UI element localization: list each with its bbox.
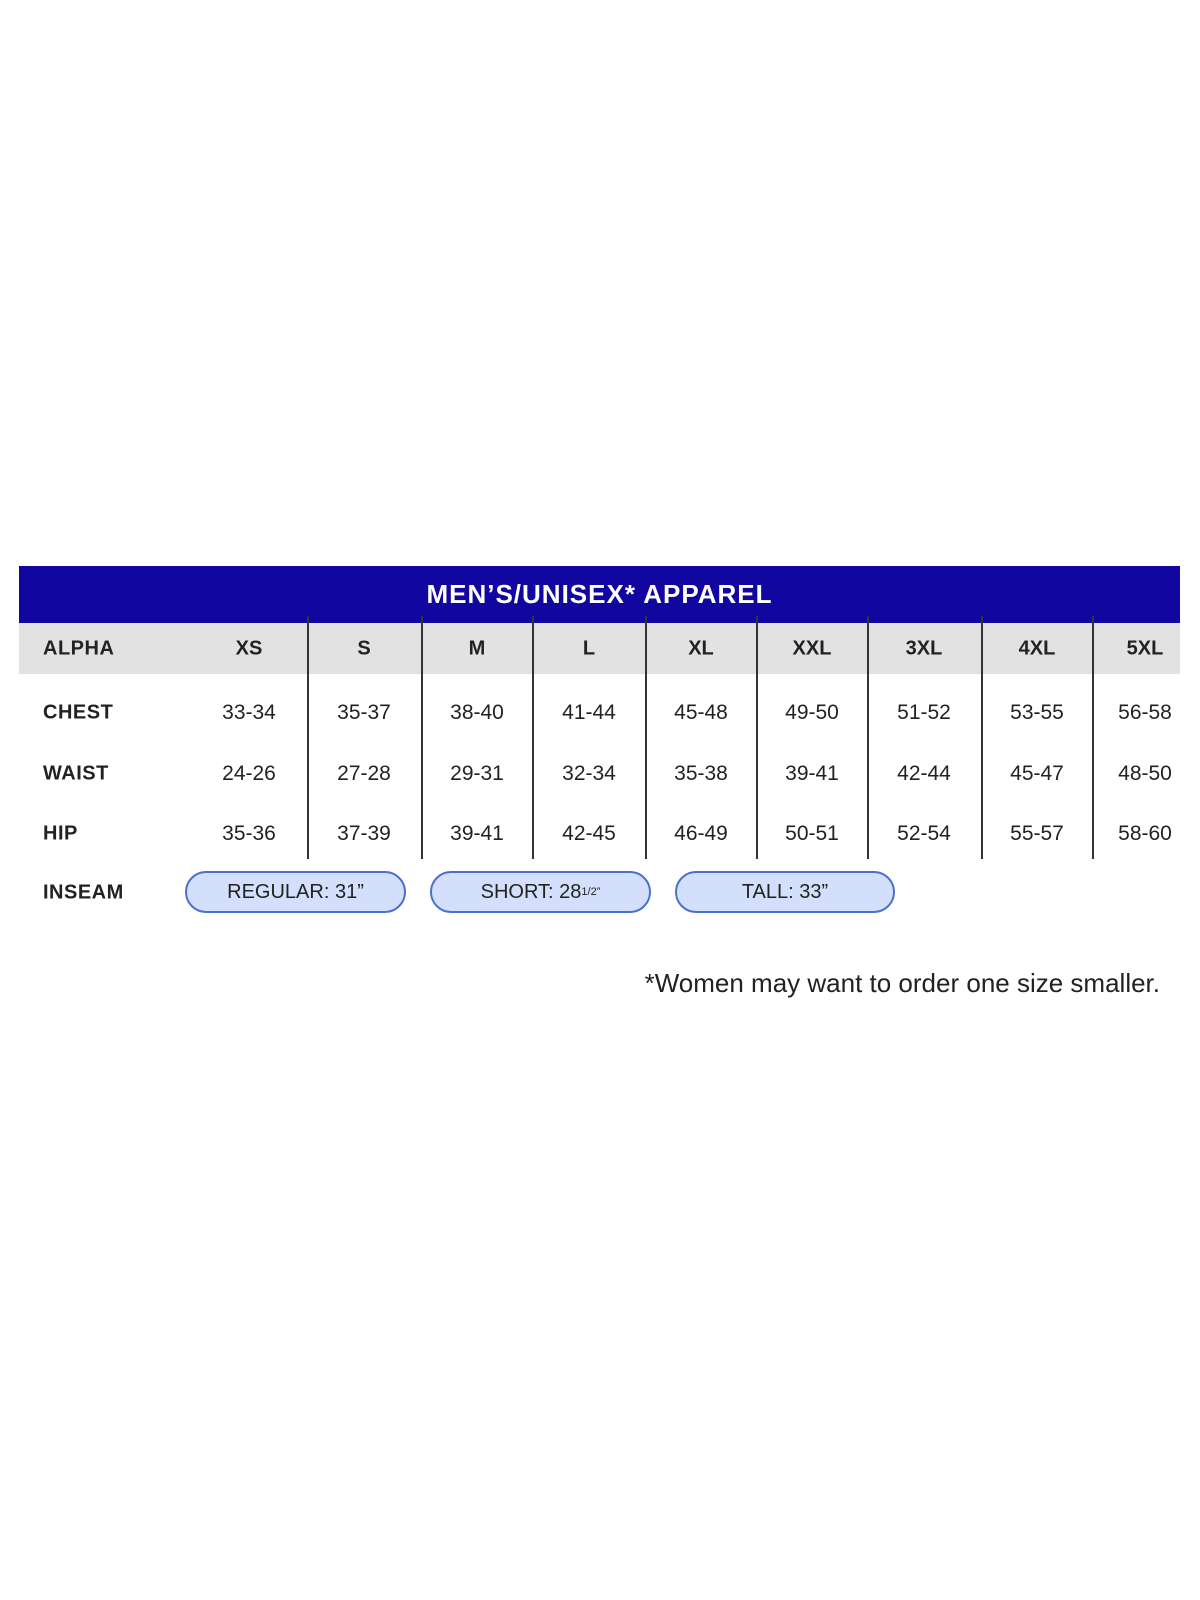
column-divider bbox=[756, 616, 758, 859]
table-cell: 51-52 bbox=[897, 701, 951, 724]
table-cell: 42-45 bbox=[562, 822, 616, 845]
table-cell: 58-60 bbox=[1118, 822, 1172, 845]
table-cell: 24-26 bbox=[222, 762, 276, 785]
column-header: 5XL bbox=[1126, 637, 1164, 660]
table-cell: 52-54 bbox=[897, 822, 951, 845]
table-cell: 27-28 bbox=[337, 762, 391, 785]
table-cell: 48-50 bbox=[1118, 762, 1172, 785]
column-divider bbox=[645, 616, 647, 859]
table-cell: 35-36 bbox=[222, 822, 276, 845]
column-header: XXL bbox=[792, 637, 832, 660]
table-cell: 50-51 bbox=[785, 822, 839, 845]
table-cell: 33-34 bbox=[222, 701, 276, 724]
table-cell: 46-49 bbox=[674, 822, 728, 845]
column-header: S bbox=[357, 637, 371, 660]
table-cell: 53-55 bbox=[1010, 701, 1064, 724]
column-header: XL bbox=[688, 637, 714, 660]
column-header-alpha: ALPHA bbox=[43, 637, 115, 660]
column-header: XS bbox=[235, 637, 263, 660]
row-label: CHEST bbox=[43, 701, 114, 724]
table-cell: 38-40 bbox=[450, 701, 504, 724]
column-header: L bbox=[582, 637, 596, 660]
column-divider bbox=[532, 616, 534, 859]
table-cell: 56-58 bbox=[1118, 701, 1172, 724]
table-cell: 29-31 bbox=[450, 762, 504, 785]
table-cell: 42-44 bbox=[897, 762, 951, 785]
table-cell: 49-50 bbox=[785, 701, 839, 724]
table-title: MEN’S/UNISEX* APPAREL bbox=[19, 566, 1180, 623]
column-divider bbox=[307, 616, 309, 859]
table-cell: 39-41 bbox=[785, 762, 839, 785]
table-cell: 35-38 bbox=[674, 762, 728, 785]
column-header: 3XL bbox=[905, 637, 943, 660]
inseam-regular: REGULAR: 31” bbox=[185, 871, 406, 913]
table-cell: 45-48 bbox=[674, 701, 728, 724]
column-header: 4XL bbox=[1018, 637, 1056, 660]
footnote: *Women may want to order one size smalle… bbox=[644, 968, 1160, 998]
inseam-label: INSEAM bbox=[43, 881, 124, 904]
column-divider bbox=[981, 616, 983, 859]
inseam-short: SHORT: 28 1/2” bbox=[430, 871, 651, 913]
table-cell: 45-47 bbox=[1010, 762, 1064, 785]
column-header: M bbox=[468, 637, 486, 660]
table-cell: 35-37 bbox=[337, 701, 391, 724]
inseam-tall: TALL: 33” bbox=[675, 871, 895, 913]
table-cell: 32-34 bbox=[562, 762, 616, 785]
table-cell: 39-41 bbox=[450, 822, 504, 845]
column-divider bbox=[1092, 616, 1094, 859]
table-cell: 41-44 bbox=[562, 701, 616, 724]
row-label: HIP bbox=[43, 822, 78, 845]
header-row bbox=[19, 623, 1180, 674]
table-cell: 37-39 bbox=[337, 822, 391, 845]
table-cell: 55-57 bbox=[1010, 822, 1064, 845]
column-divider bbox=[867, 616, 869, 859]
column-divider bbox=[421, 616, 423, 859]
row-label: WAIST bbox=[43, 762, 109, 785]
